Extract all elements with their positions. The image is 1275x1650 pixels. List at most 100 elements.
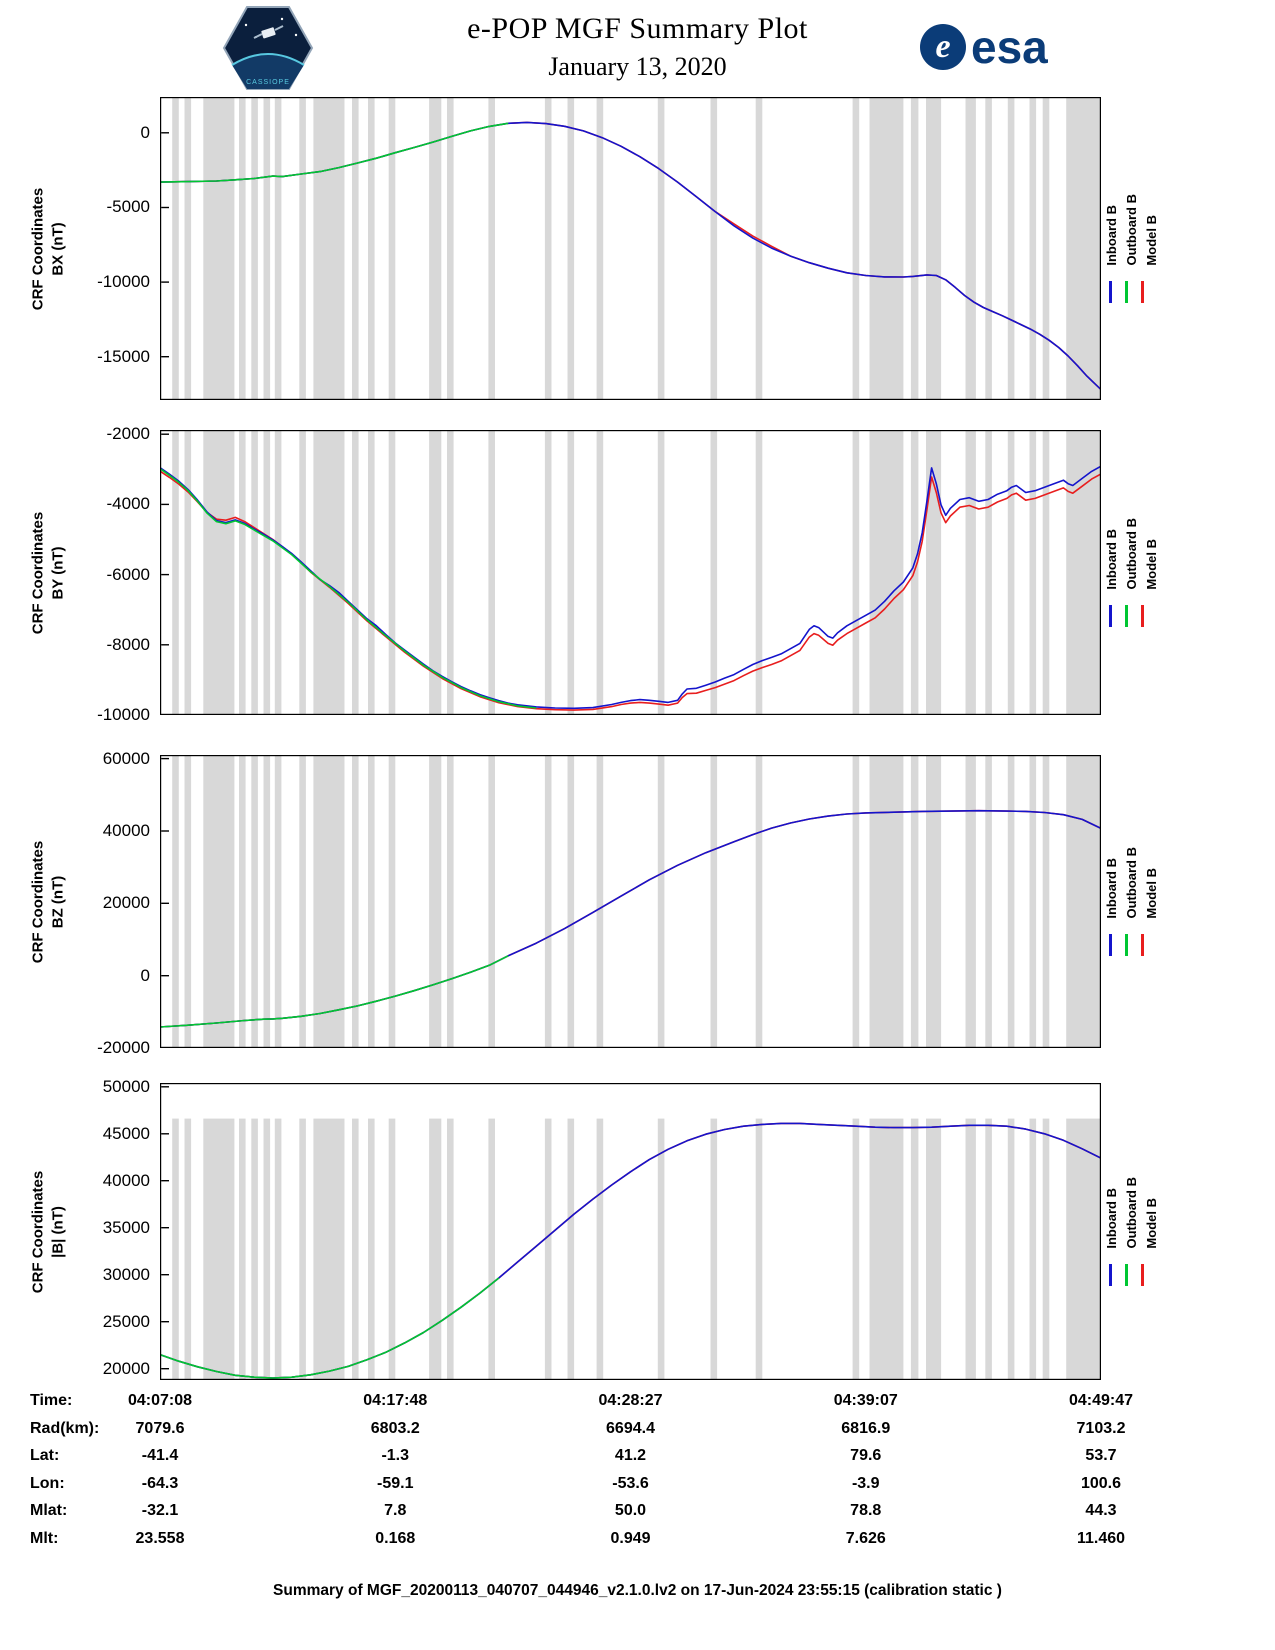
plot-area-bx [160,97,1101,400]
table-cell: 79.6 [850,1447,882,1464]
plot-border [160,1083,1101,1380]
y-tick-label: 35000 [102,1217,150,1237]
legend-label-inboard: Inboard B [1104,529,1119,590]
table-cell: 44.3 [1085,1502,1117,1519]
page-title: e-POP MGF Summary Plot [467,12,808,45]
table-cell: 0.949 [610,1529,651,1547]
row-label: Time: [30,1392,73,1409]
table-cell: -53.6 [612,1474,649,1492]
cassiope-mission-patch: CASSIOPE [222,5,314,96]
y-tick-label: 0 [140,122,150,142]
table-cell: 7.626 [845,1529,886,1547]
table-cell: 04:07:08 [127,1392,193,1409]
legend-color-ticks [1109,604,1144,627]
legend-label-model: Model B [1144,539,1159,590]
legend-tick-model [1141,1263,1144,1286]
y-tick-label: -2000 [106,424,150,444]
table-cell: -32.1 [141,1502,179,1519]
table-cell: 50.0 [614,1502,647,1519]
legend-tick-outboard [1125,933,1128,956]
y-tick-label: 20000 [102,1358,150,1378]
row-label: Mlt: [30,1529,59,1547]
legend-label-model: Model B [1144,215,1159,266]
plot-border [160,755,1101,1048]
legend-tick-model [1141,604,1144,627]
row-label: Lon: [30,1474,65,1492]
plot-border [160,430,1101,715]
legend-tick-inboard [1109,604,1112,627]
legend-tick-model [1141,280,1144,303]
patch-satellite-panel [253,33,263,39]
y-tick-label: 30000 [102,1264,150,1284]
table-cell: -59.1 [377,1474,414,1492]
patch-star [280,17,284,21]
y-axis-label-line1: CRF Coordinates [29,1170,46,1293]
esa-wordmark: esa [971,21,1048,73]
y-axis-label-line1: CRF Coordinates [29,840,46,963]
table-cell: 04:17:48 [363,1392,428,1409]
table-cell: 7.8 [384,1502,407,1519]
table-cell: 04:39:07 [833,1392,898,1409]
y-tick-label: 20000 [102,893,150,913]
patch-satellite-panel [274,25,284,31]
row-label: Mlat: [30,1502,68,1519]
legend-label-inboard: Inboard B [1104,205,1119,266]
esa-globe-icon: e [920,24,966,70]
series-by-model [160,470,1101,711]
data-gap-bands [172,430,1101,715]
row-label: Rad(km): [30,1419,100,1437]
patch-earth [232,54,304,89]
series-bz-outboard [160,955,509,1028]
legend-label-outboard: Outboard B [1124,1177,1139,1249]
plot-border [160,97,1101,400]
y-tick-label: 60000 [102,748,150,768]
legend-tick-inboard [1109,1263,1112,1286]
data-gap-bands [172,755,1101,1048]
series-by-outboard [160,467,537,709]
legend-btot: Inboard B Outboard B Model B [1104,1083,1176,1380]
legend-label-inboard: Inboard B [1104,1188,1119,1249]
legend-label-inboard: Inboard B [1104,858,1119,919]
table-cell: 6803.2 [370,1419,420,1437]
plot-area-by [160,430,1101,715]
table-cell: 04:28:27 [598,1392,663,1409]
y-tick-label: -6000 [106,564,150,584]
table-cell: 41.2 [614,1447,647,1464]
plot-date: January 13, 2020 [548,52,727,81]
summary-footer: Summary of MGF_20200113_040707_044946_v2… [273,1582,1002,1599]
series-btot-outboard [160,1277,500,1379]
patch-earth-limb [231,53,305,66]
table-cell: 23.558 [135,1529,185,1547]
esa-logo: e esa [920,20,1048,74]
y-tick-label: -10000 [97,705,150,724]
table-cell: -41.4 [141,1447,179,1464]
legend-by: Inboard B Outboard B Model B [1104,430,1176,715]
legend-tick-outboard [1125,1263,1128,1286]
table-cell: 6694.4 [606,1419,655,1437]
table-cell: 04:49:47 [1068,1392,1134,1409]
y-tick-label: 45000 [102,1123,150,1143]
y-axis-label-line1: CRF Coordinates [29,511,46,634]
table-cell: 53.7 [1085,1447,1117,1464]
y-tick-label: -20000 [97,1038,150,1057]
panel-btot: CRF Coordinates |B| (nT) 50000 45000 40000 35… [0,1077,1275,1380]
table-cell: 7079.6 [135,1419,185,1437]
legend-color-ticks [1109,933,1144,956]
legend-label-model: Model B [1144,868,1159,919]
plot-area-btot [160,1083,1101,1380]
panel-bx: CRF Coordinates BX (nT) 0 -5000 -10000 -15000… [0,97,1275,400]
y-tick-label: 0 [140,965,150,985]
data-gap-bands [172,97,1101,400]
series-bx-outboard [160,122,509,183]
legend-tick-inboard [1109,933,1112,956]
legend-labels: Inboard B Outboard B Model B [1104,1177,1159,1249]
table-cell: 6816.9 [841,1419,891,1437]
y-tick-label: -5000 [106,197,150,217]
legend-bz: Inboard B Outboard B Model B [1104,755,1176,1048]
cassiope-patch-graphic: CASSIOPE [222,6,314,90]
y-tick-label: -15000 [97,346,150,366]
y-tick-label: -4000 [106,494,150,514]
patch-satellite-icon [261,27,276,39]
table-cell: 78.8 [850,1502,882,1519]
legend-color-ticks [1109,280,1144,303]
